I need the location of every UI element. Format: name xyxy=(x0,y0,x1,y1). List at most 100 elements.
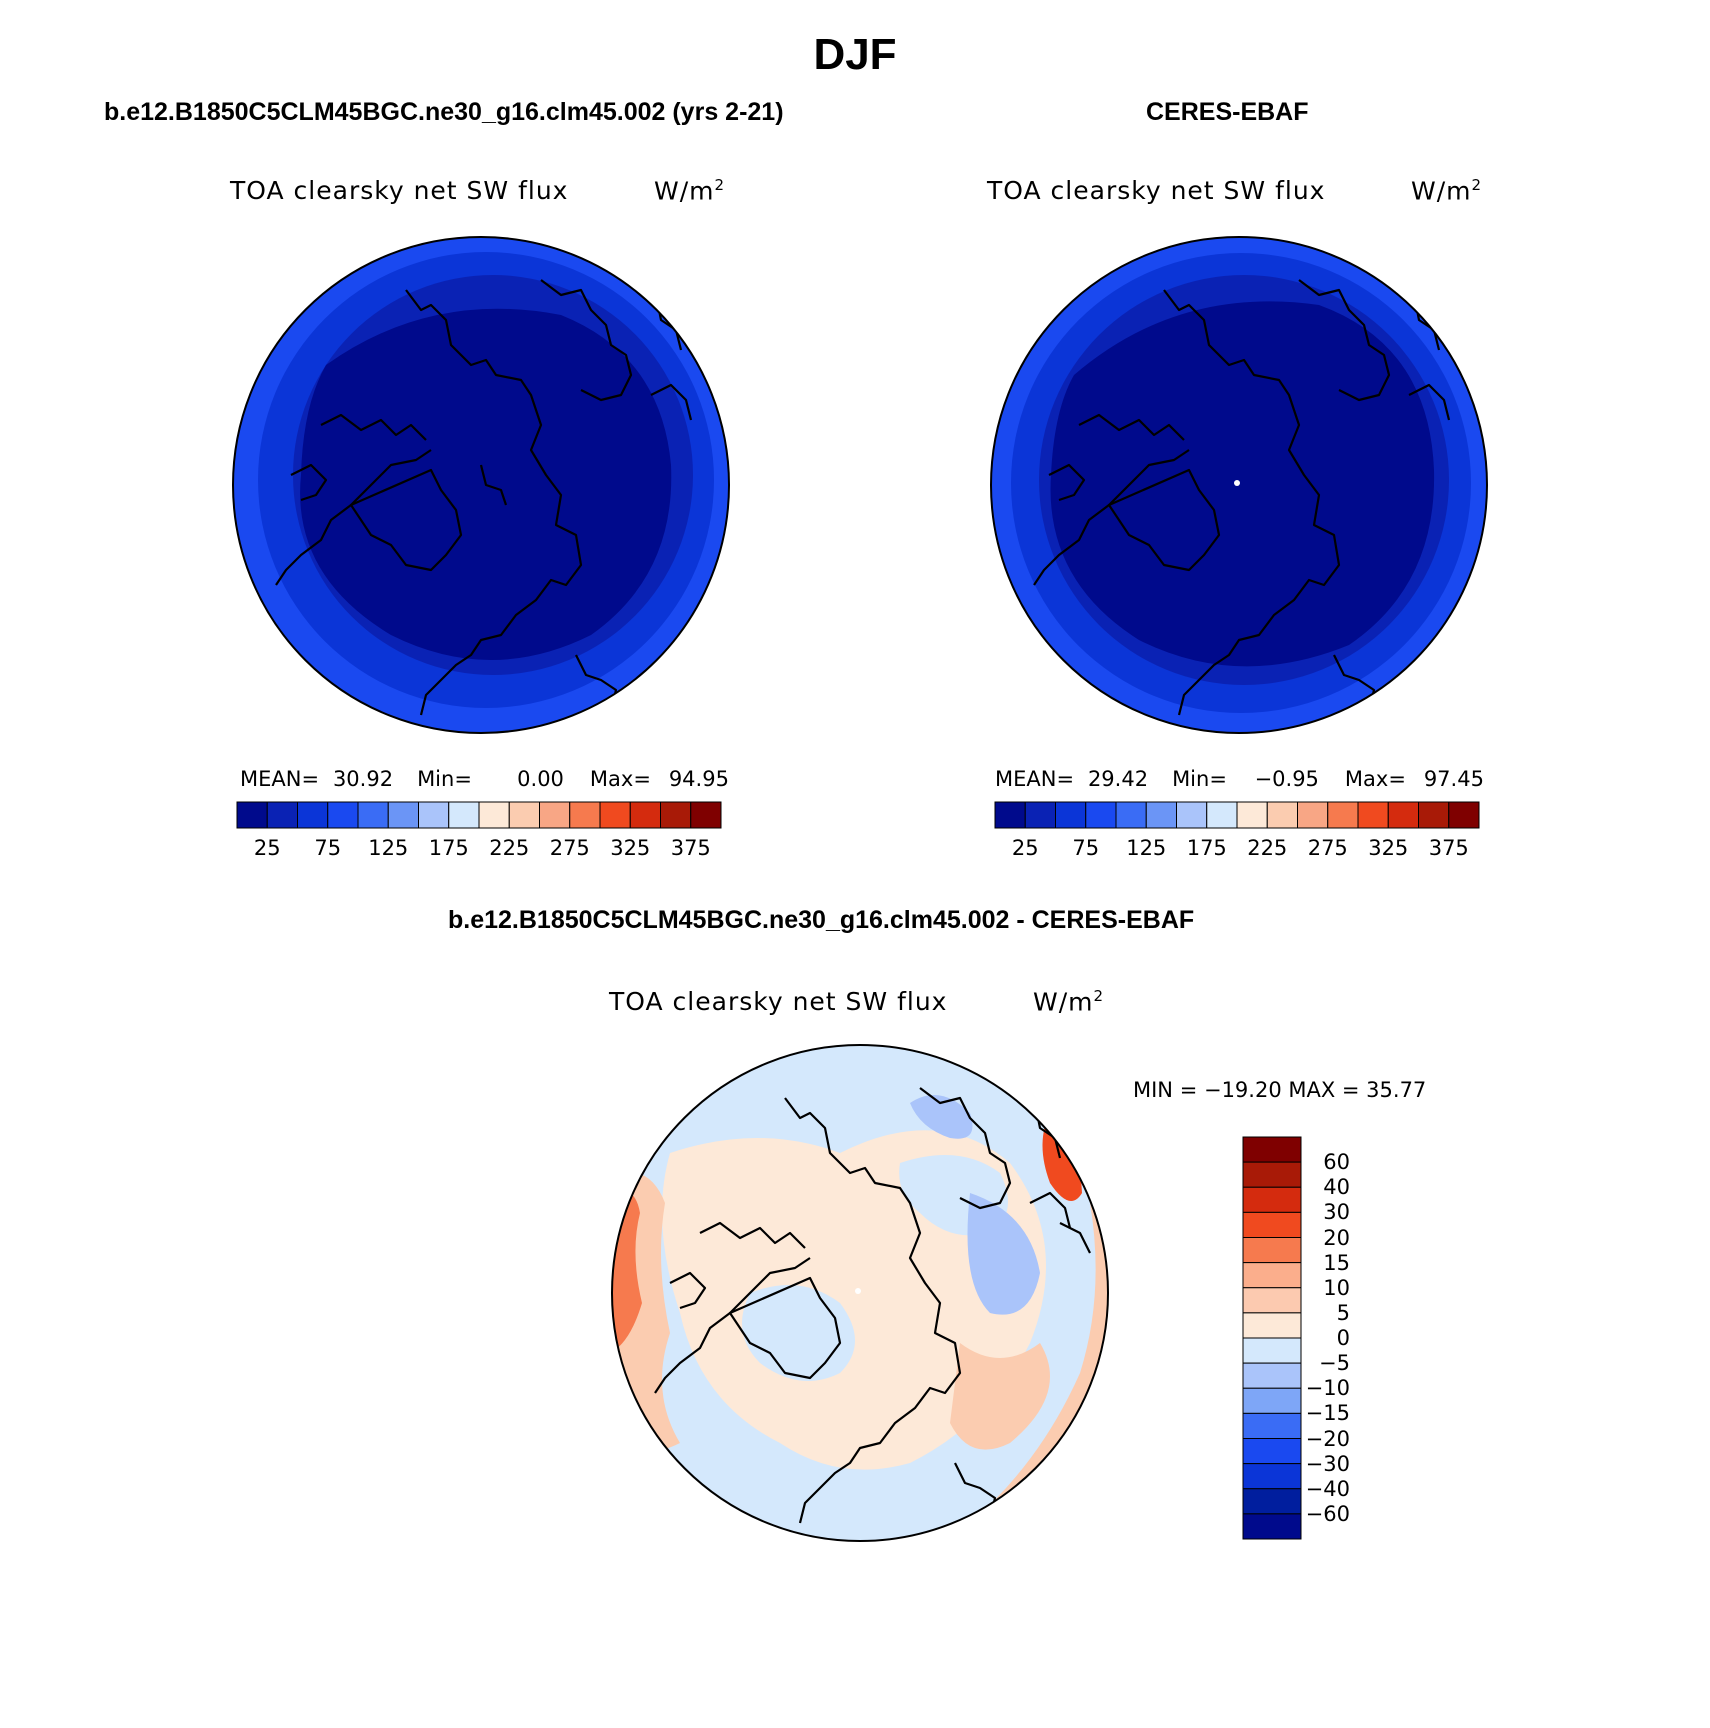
diff-colorbar-tick-label: −10 xyxy=(1305,1376,1350,1401)
diff-colorbar-tick-label: −5 xyxy=(1319,1351,1350,1376)
diff-colorbar-swatch xyxy=(1242,1136,1302,1163)
obs-variable-label: TOA clearsky net SW flux xyxy=(987,176,1326,205)
model-colorbar-tick-label: 375 xyxy=(670,836,711,860)
model-colorbar-ticks: 25 75 125 175 225 275 325 375 xyxy=(237,836,721,862)
obs-colorbar xyxy=(994,801,1480,829)
model-colorbar-tick-label: 325 xyxy=(610,836,651,860)
diff-colorbar-swatch xyxy=(1242,1488,1302,1515)
obs-colorbar-swatch xyxy=(1418,801,1450,829)
obs-colorbar-tick-label: 225 xyxy=(1247,836,1288,860)
obs-panel-header: CERES-EBAF xyxy=(1146,98,1309,126)
obs-colorbar-tick-label: 275 xyxy=(1307,836,1348,860)
obs-colorbar-swatch xyxy=(1357,801,1389,829)
obs-colorbar-tick-label: 75 xyxy=(1072,836,1100,860)
obs-colorbar-swatch xyxy=(1206,801,1238,829)
model-units-label: W/m2 xyxy=(654,176,726,206)
model-colorbar-tick-label: 125 xyxy=(368,836,409,860)
model-colorbar-tick-label: 225 xyxy=(489,836,530,860)
obs-colorbar-tick-label: 375 xyxy=(1428,836,1469,860)
diff-colorbar-swatch xyxy=(1242,1362,1302,1389)
diff-colorbar-swatch xyxy=(1242,1237,1302,1264)
diff-colorbar-tick-label: −40 xyxy=(1305,1476,1350,1501)
diff-colorbar-swatch xyxy=(1242,1186,1302,1213)
diff-colorbar-tick-label: 0 xyxy=(1336,1326,1350,1350)
obs-polar-map xyxy=(990,236,1488,734)
model-colorbar-tick-label: 275 xyxy=(549,836,590,860)
diff-colorbar-tick-label: 15 xyxy=(1323,1250,1350,1275)
obs-colorbar-swatch xyxy=(1297,801,1329,829)
obs-units-label: W/m2 xyxy=(1411,176,1483,206)
model-colorbar-swatch xyxy=(327,801,359,829)
obs-colorbar-swatch xyxy=(1145,801,1177,829)
diff-colorbar-swatch xyxy=(1242,1438,1302,1465)
diff-polar-map xyxy=(611,1044,1109,1542)
model-colorbar-tick-label: 175 xyxy=(428,836,469,860)
obs-colorbar-swatch xyxy=(1236,801,1268,829)
obs-colorbar-swatch xyxy=(1176,801,1208,829)
diff-colorbar-tick-label: −15 xyxy=(1305,1401,1350,1426)
diff-colorbar-tick-label: −60 xyxy=(1305,1501,1350,1526)
obs-colorbar-tick-label: 125 xyxy=(1126,836,1167,860)
model-colorbar-swatch xyxy=(660,801,692,829)
diff-colorbar-swatch xyxy=(1242,1262,1302,1289)
diff-colorbar-tick-label: −30 xyxy=(1305,1451,1350,1476)
obs-colorbar-tick-label: 175 xyxy=(1186,836,1227,860)
obs-colorbar-tick-label: 25 xyxy=(1011,836,1039,860)
obs-colorbar-swatch xyxy=(1266,801,1298,829)
model-colorbar-swatch xyxy=(478,801,510,829)
obs-colorbar-swatch xyxy=(1055,801,1087,829)
diff-colorbar-tick-label: 40 xyxy=(1323,1175,1350,1200)
diff-colorbar-swatch xyxy=(1242,1161,1302,1188)
model-variable-label: TOA clearsky net SW flux xyxy=(230,176,569,205)
diff-colorbar-swatch xyxy=(1242,1287,1302,1314)
model-colorbar-swatch xyxy=(599,801,631,829)
diff-colorbar-ticks: 60 40 30 20 15 10 5 0 −5 −10 −15 −20 −30 −40 −60 xyxy=(1304,1136,1384,1540)
diff-colorbar-swatch xyxy=(1242,1337,1302,1364)
model-colorbar-swatch xyxy=(387,801,419,829)
diff-colorbar-swatch xyxy=(1242,1387,1302,1414)
diff-colorbar-swatch xyxy=(1242,1412,1302,1439)
model-colorbar-swatch xyxy=(418,801,450,829)
model-colorbar-tick-label: 75 xyxy=(314,836,342,860)
diff-colorbar xyxy=(1242,1136,1302,1540)
model-colorbar-swatch xyxy=(448,801,480,829)
obs-colorbar-ticks: 25 75 125 175 225 275 325 375 xyxy=(995,836,1479,862)
model-colorbar-swatch xyxy=(266,801,298,829)
diff-colorbar-swatch xyxy=(1242,1513,1302,1540)
model-colorbar-swatch xyxy=(629,801,661,829)
diff-colorbar-tick-label: −20 xyxy=(1305,1426,1350,1451)
obs-colorbar-swatch xyxy=(1387,801,1419,829)
obs-colorbar-swatch xyxy=(1327,801,1359,829)
model-stats: MEAN= 30.92 Min= 0.00 Max= 94.95 xyxy=(240,767,729,791)
diff-colorbar-swatch xyxy=(1242,1463,1302,1490)
model-colorbar-swatch xyxy=(236,801,268,829)
model-colorbar-tick-label: 25 xyxy=(253,836,281,860)
obs-colorbar-swatch xyxy=(1115,801,1147,829)
model-panel-header: b.e12.B1850C5CLM45BGC.ne30_g16.clm45.002… xyxy=(104,98,784,126)
model-colorbar-swatch xyxy=(508,801,540,829)
diff-panel-header: b.e12.B1850C5CLM45BGC.ne30_g16.clm45.002… xyxy=(448,906,1195,934)
obs-colorbar-swatch xyxy=(1085,801,1117,829)
obs-colorbar-swatch xyxy=(1024,801,1056,829)
model-polar-map xyxy=(232,236,730,734)
diff-colorbar-tick-label: 20 xyxy=(1323,1225,1350,1250)
model-colorbar-swatch xyxy=(690,801,722,829)
diff-colorbar-tick-label: 60 xyxy=(1323,1150,1350,1175)
model-colorbar xyxy=(236,801,722,829)
diff-colorbar-tick-label: 10 xyxy=(1323,1275,1350,1300)
obs-colorbar-tick-label: 325 xyxy=(1368,836,1409,860)
model-colorbar-swatch xyxy=(539,801,571,829)
diff-colorbar-tick-label: 30 xyxy=(1323,1200,1350,1225)
diff-units-label: W/m2 xyxy=(1033,987,1105,1017)
diff-colorbar-swatch xyxy=(1242,1312,1302,1339)
model-colorbar-swatch xyxy=(569,801,601,829)
obs-stats: MEAN= 29.42 Min= −0.95 Max= 97.45 xyxy=(995,767,1484,791)
diff-stats: MIN = −19.20 MAX = 35.77 xyxy=(1133,1078,1427,1102)
diff-colorbar-tick-label: 5 xyxy=(1336,1300,1350,1325)
obs-colorbar-swatch xyxy=(1448,801,1480,829)
obs-colorbar-swatch xyxy=(994,801,1026,829)
diff-variable-label: TOA clearsky net SW flux xyxy=(609,987,948,1016)
model-colorbar-swatch xyxy=(357,801,389,829)
diff-colorbar-swatch xyxy=(1242,1211,1302,1238)
model-colorbar-swatch xyxy=(297,801,329,829)
